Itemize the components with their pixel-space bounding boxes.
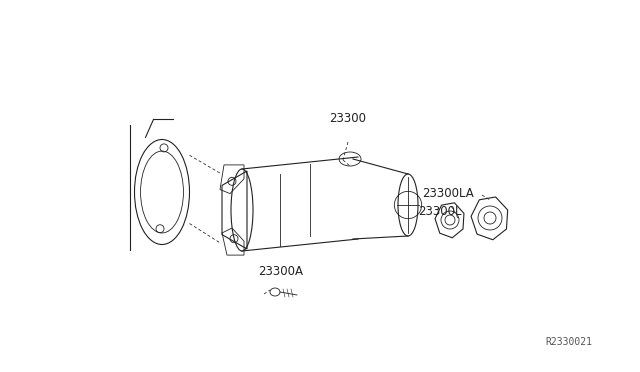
- Text: 23300: 23300: [330, 112, 367, 125]
- Text: 23300L: 23300L: [418, 205, 461, 218]
- Text: R2330021: R2330021: [545, 337, 592, 347]
- Text: 23300A: 23300A: [258, 265, 303, 278]
- Text: 23300LA: 23300LA: [422, 186, 474, 199]
